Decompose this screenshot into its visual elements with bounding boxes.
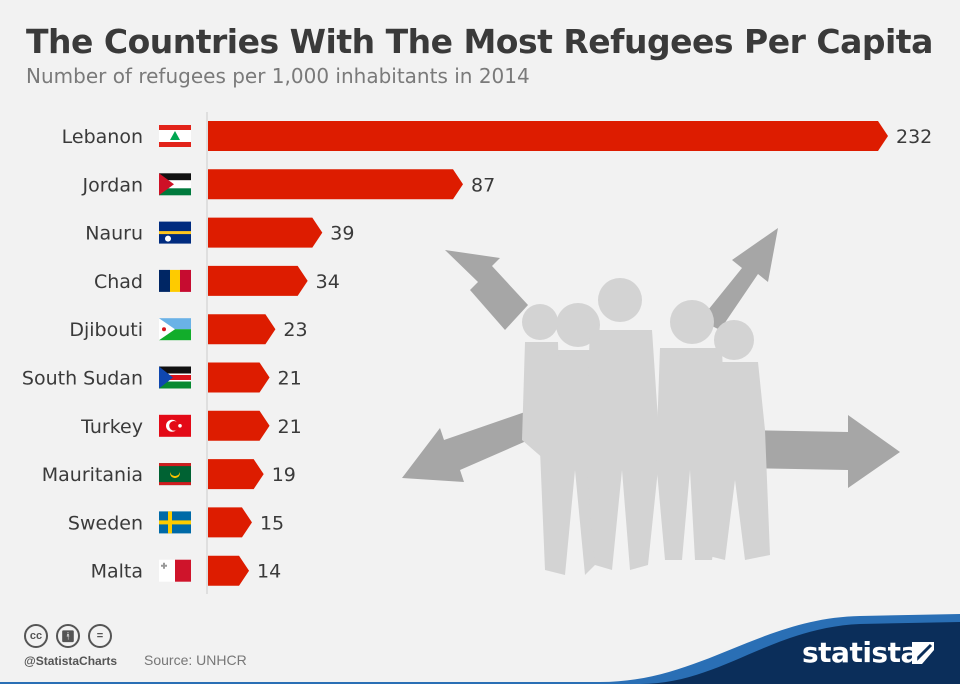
- bar-malta: [208, 555, 250, 586]
- south-sudan-flag-icon: [159, 366, 191, 389]
- nauru-flag-icon: [159, 221, 191, 244]
- value-label: 23: [283, 319, 307, 341]
- statista-logo-icon: [912, 642, 934, 664]
- chad-flag-icon: [159, 269, 191, 292]
- malta-flag-icon: [159, 559, 191, 582]
- refugee-illustration: [402, 228, 900, 575]
- bar-south-sudan: [208, 362, 270, 393]
- turkey-flag-icon: [159, 414, 191, 437]
- category-label: South Sudan: [22, 368, 143, 390]
- category-label: Chad: [94, 271, 143, 293]
- category-label: Djibouti: [69, 319, 143, 341]
- value-label: 19: [272, 464, 296, 486]
- category-label: Turkey: [80, 416, 143, 438]
- category-label: Jordan: [82, 174, 143, 196]
- bar-sweden: [208, 507, 252, 538]
- value-label: 21: [278, 416, 302, 438]
- value-label: 21: [278, 368, 302, 390]
- value-label: 87: [471, 174, 495, 196]
- arrows-icon: [402, 228, 900, 488]
- djibouti-flag-icon: [159, 318, 191, 341]
- category-label: Malta: [91, 561, 143, 583]
- chart-subtitle: Number of refugees per 1,000 inhabitants…: [26, 64, 530, 88]
- twitter-handle[interactable]: @StatistaCharts: [24, 654, 118, 668]
- value-label: 39: [330, 223, 354, 245]
- category-label: Nauru: [85, 223, 143, 245]
- bar-turkey: [208, 410, 270, 441]
- license-icons: cc 🚹︎ =: [24, 624, 112, 648]
- bar-nauru: [208, 217, 323, 248]
- category-label: Lebanon: [62, 126, 143, 148]
- bar-lebanon: [208, 121, 888, 151]
- bar-jordan: [208, 169, 463, 200]
- statista-logo[interactable]: statista: [802, 636, 919, 669]
- lebanon-flag-icon: [159, 125, 191, 147]
- creative-commons-icon[interactable]: cc: [24, 624, 48, 648]
- source-note: Source: UNHCR: [144, 652, 247, 668]
- category-label: Sweden: [68, 512, 143, 534]
- bar-mauritania: [208, 459, 264, 490]
- people-silhouette-icon: [522, 278, 770, 575]
- category-label: Mauritania: [42, 464, 143, 486]
- sweden-flag-icon: [159, 511, 191, 534]
- value-label: 34: [316, 271, 340, 293]
- value-label: 14: [257, 561, 281, 583]
- bar-djibouti: [208, 314, 276, 345]
- bar-chad: [208, 265, 308, 296]
- attribution-icon[interactable]: 🚹︎: [56, 624, 80, 648]
- no-derivatives-icon[interactable]: =: [88, 624, 112, 648]
- mauritania-flag-icon: [159, 463, 191, 486]
- value-label: 15: [260, 512, 284, 534]
- chart-title: The Countries With The Most Refugees Per…: [26, 22, 933, 61]
- jordan-flag-icon: [159, 173, 191, 196]
- value-label: 232: [896, 126, 932, 148]
